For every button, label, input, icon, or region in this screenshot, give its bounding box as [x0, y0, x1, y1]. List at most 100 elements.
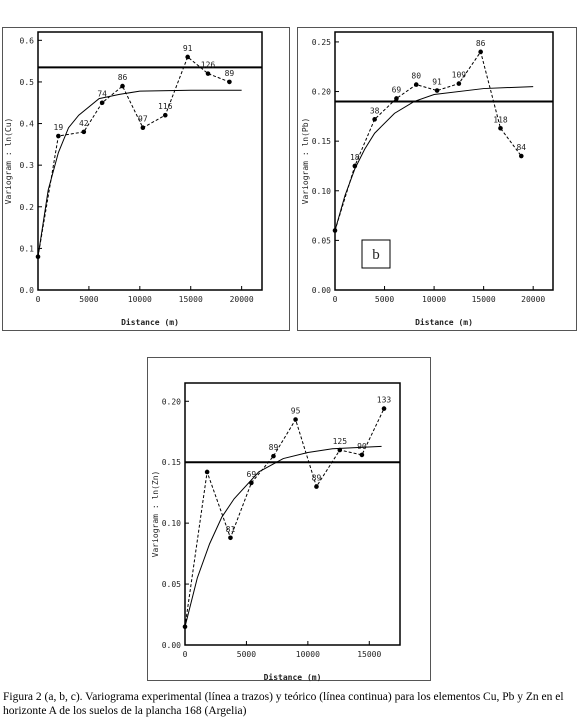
point	[140, 125, 146, 131]
pair-count-label: 18	[350, 153, 360, 162]
model-curve	[334, 86, 534, 231]
panel-frame	[147, 357, 431, 681]
x-tick-label: 10000	[296, 650, 320, 659]
y-tick-label: 0.1	[20, 244, 35, 253]
x-tick-label: 0	[333, 295, 338, 304]
pair-count-label: 69	[247, 470, 257, 479]
model-curve	[184, 445, 382, 627]
point	[271, 453, 276, 459]
pair-count-label: 116	[158, 102, 173, 111]
panel-label: b	[372, 247, 380, 263]
point	[56, 133, 61, 139]
point	[518, 153, 524, 159]
pair-count-label: 89	[312, 474, 322, 483]
point	[204, 469, 210, 475]
x-tick-label: 5000	[79, 295, 98, 304]
point	[81, 129, 87, 135]
y-axis-label: Variogram : ln(Zn)	[151, 471, 160, 558]
pair-count-label: 133	[377, 396, 392, 405]
point	[359, 452, 365, 458]
x-tick-label: 10000	[128, 295, 152, 304]
pair-count-label: 90	[357, 442, 367, 451]
y-tick-label: 0.15	[162, 458, 181, 467]
panel-label-box	[361, 239, 391, 269]
y-tick-label: 0.5	[20, 78, 35, 87]
point	[227, 79, 232, 85]
pair-count-label: 91	[183, 44, 193, 53]
y-tick-label: 0.10	[312, 187, 331, 196]
point	[434, 88, 440, 93]
point	[394, 96, 399, 101]
y-tick-label: 0.6	[20, 36, 35, 45]
pair-count-label: 81	[226, 525, 236, 534]
experimental-line	[334, 50, 522, 231]
y-tick-label: 0.05	[312, 236, 331, 245]
point	[381, 406, 387, 411]
pair-count-label: 84	[516, 143, 526, 152]
x-tick-label: 5000	[375, 295, 394, 304]
point	[372, 117, 377, 122]
x-tick-label: 10000	[422, 295, 446, 304]
pair-count-label: 42	[79, 119, 89, 128]
experimental-line	[184, 408, 385, 627]
y-tick-label: 0.4	[20, 120, 35, 129]
experimental-line	[37, 56, 230, 257]
x-tick-label: 15000	[179, 295, 203, 304]
y-tick-label: 0.20	[162, 397, 181, 406]
y-axis-label: Variogram : ln(Pb)	[301, 118, 310, 205]
pair-count-label: 86	[476, 39, 486, 48]
x-tick-label: 15000	[357, 650, 381, 659]
pair-count-label: 80	[411, 72, 421, 81]
y-axis-label: Variogram : ln(Cu)	[4, 118, 13, 205]
x-tick-label: 5000	[237, 650, 256, 659]
x-tick-label: 0	[183, 650, 188, 659]
pair-count-label: 125	[333, 437, 348, 446]
pair-count-label: 95	[291, 407, 301, 416]
x-axis-label: Distance (m)	[264, 672, 322, 682]
plot-area	[37, 31, 263, 291]
y-tick-label: 0.00	[162, 641, 181, 650]
x-tick-label: 15000	[472, 295, 496, 304]
pair-count-label: 38	[370, 106, 380, 115]
pair-count-label: 97	[138, 115, 148, 124]
plot-area	[334, 31, 554, 291]
point	[205, 71, 211, 76]
pair-count-label: 86	[118, 73, 128, 82]
panel-frame	[297, 27, 577, 331]
pair-count-label: 109	[452, 71, 467, 80]
x-tick-label: 20000	[521, 295, 545, 304]
y-tick-label: 0.15	[312, 137, 331, 146]
x-axis-label: Distance (m)	[121, 317, 179, 327]
caption: Figura 2 (a, b, c). Variograma experimen…	[3, 691, 564, 717]
pair-count-label: 91	[432, 78, 442, 87]
plot-area	[184, 382, 401, 646]
pair-count-label: 89	[269, 443, 279, 452]
point	[120, 83, 125, 89]
y-tick-label: 0.2	[20, 203, 35, 212]
y-tick-label: 0.3	[20, 161, 35, 170]
panel-frame	[2, 27, 290, 331]
x-tick-label: 0	[36, 295, 41, 304]
point	[413, 82, 419, 87]
y-tick-label: 0.00	[312, 286, 331, 295]
pair-count-label: 74	[97, 90, 107, 99]
y-tick-label: 0.25	[312, 38, 331, 47]
pair-count-label: 118	[493, 115, 508, 124]
point	[478, 49, 483, 55]
pair-count-label: 19	[54, 123, 64, 132]
y-tick-label: 0.05	[162, 580, 181, 589]
point	[456, 81, 462, 86]
point	[314, 484, 319, 489]
point	[498, 125, 503, 131]
point	[228, 535, 233, 541]
point	[162, 112, 168, 118]
point	[293, 417, 298, 422]
y-tick-label: 0.20	[312, 88, 331, 97]
y-tick-label: 0.10	[162, 519, 181, 528]
y-tick-label: 0.0	[20, 286, 35, 295]
point	[99, 100, 105, 106]
model-curve	[37, 89, 242, 257]
pair-count-label: 69	[392, 85, 402, 94]
